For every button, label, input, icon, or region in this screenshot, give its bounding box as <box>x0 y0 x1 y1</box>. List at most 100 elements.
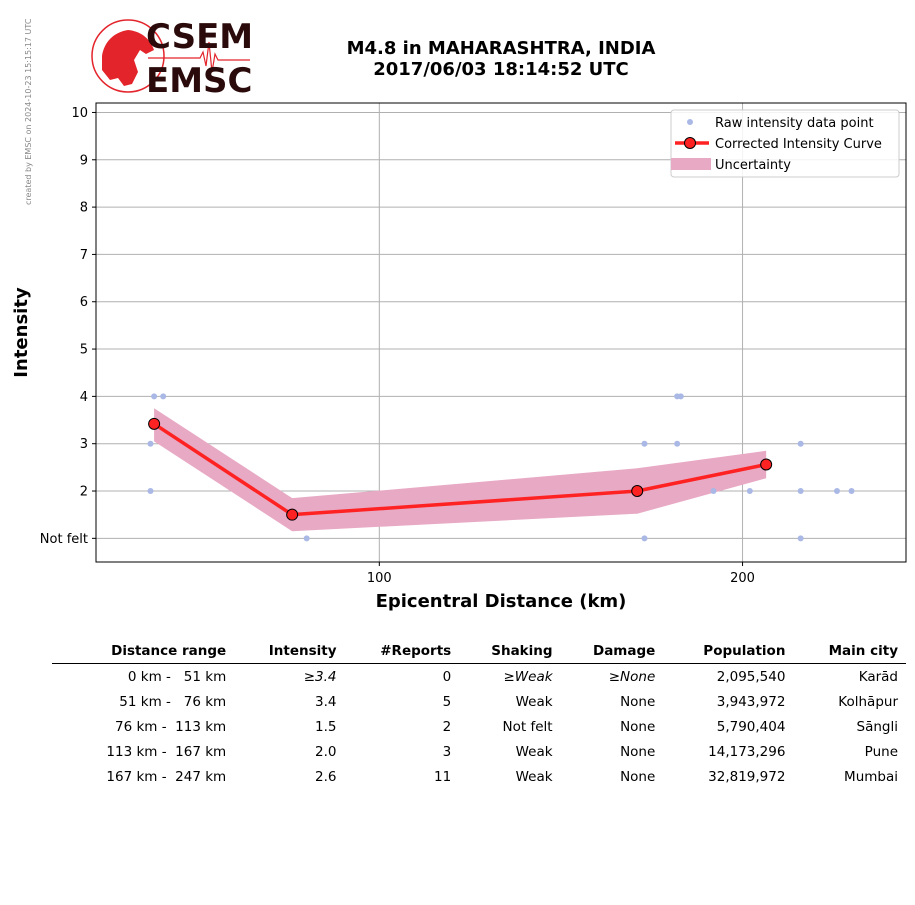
table-column-header: Damage <box>560 641 664 664</box>
x-tick-label: 200 <box>730 571 755 586</box>
raw-data-point <box>151 393 158 400</box>
damage-cell: None <box>620 768 656 785</box>
raw-data-point <box>303 535 310 542</box>
main-city-cell: Mumbai <box>844 768 898 785</box>
title-datetime: 2017/06/03 18:14:52 UTC <box>373 59 629 80</box>
title-event: M4.8 in MAHARASHTRA, INDIA <box>346 38 656 59</box>
legend-curve-marker-icon <box>684 137 696 149</box>
chart-legend: Raw intensity data point Corrected Intens… <box>670 109 900 178</box>
logo-text-emsc: EMSC <box>146 61 253 98</box>
reports-cell: 2 <box>442 718 452 735</box>
damage-cell: None <box>620 718 656 735</box>
reports-cell: 3 <box>442 743 452 760</box>
corrected-curve-marker <box>286 508 299 521</box>
population-cell: 5,790,404 <box>716 718 786 735</box>
shaking-cell: Weak <box>515 693 553 710</box>
table-column-header: #Reports <box>344 641 460 664</box>
intensity-cell: 1.5 <box>315 718 337 735</box>
intensity-cell: 2.0 <box>315 743 337 760</box>
reports-cell: 0 <box>442 668 452 685</box>
corrected-curve-marker <box>760 458 773 471</box>
logo-globe-icon <box>91 19 165 93</box>
reports-cell: 11 <box>434 768 452 785</box>
legend-entry-label: Corrected Intensity Curve <box>715 137 882 152</box>
raw-data-point <box>147 440 154 447</box>
legend-entry-label: Raw intensity data point <box>715 116 874 131</box>
logo-seismogram <box>148 41 250 73</box>
raw-data-point <box>147 488 154 495</box>
raw-data-point <box>746 488 753 495</box>
raw-data-point <box>160 393 167 400</box>
table-row: 167 km - 247 km 2.6 11 Weak None 32,819,972 Mu… <box>52 764 906 789</box>
y-tick-label: Not felt <box>40 532 88 547</box>
raw-data-point <box>833 488 840 495</box>
legend-box <box>670 109 900 178</box>
shaking-cell: ≥Weak <box>503 668 553 685</box>
y-tick-label: 2 <box>80 485 88 500</box>
corrected-curve-marker <box>148 417 161 430</box>
table-column-header: Intensity <box>234 641 345 664</box>
logo-map-shape <box>102 30 154 86</box>
raw-data-point <box>710 488 717 495</box>
shaking-cell: Weak <box>515 768 553 785</box>
distance-range-cell: 167 km - 247 km <box>106 768 227 785</box>
legend-raw-point-icon <box>687 119 693 125</box>
distance-range-cell: 51 km - 76 km <box>119 693 227 710</box>
raw-data-point <box>641 440 648 447</box>
table-row: 0 km - 51 km ≥3.4 0 ≥Weak ≥None 2,095,540 Karā… <box>52 664 906 690</box>
y-tick-label: 9 <box>80 153 88 168</box>
plot-frame <box>95 102 907 563</box>
y-tick-label: 8 <box>80 201 88 216</box>
corrected-curve-marker <box>631 485 644 498</box>
y-tick-label: 7 <box>80 248 88 263</box>
y-tick-label: 6 <box>80 295 88 310</box>
damage-cell: None <box>620 693 656 710</box>
population-cell: 14,173,296 <box>708 743 786 760</box>
uncertainty-band <box>154 408 767 532</box>
table-row: 51 km - 76 km 3.4 5 Weak None 3,943,972 Kolhāp… <box>52 689 906 714</box>
raw-data-point <box>797 440 804 447</box>
y-tick-label: 5 <box>80 343 88 358</box>
raw-data-point <box>641 535 648 542</box>
table-column-header: Population <box>663 641 794 664</box>
x-tick-label: 100 <box>367 571 392 586</box>
intensity-cell: 2.6 <box>315 768 337 785</box>
main-city-cell: Kolhāpur <box>838 693 898 710</box>
main-city-cell: Karād <box>858 668 898 685</box>
distance-range-cell: 113 km - 167 km <box>106 743 227 760</box>
shaking-cell: Weak <box>515 743 553 760</box>
population-cell: 2,095,540 <box>716 668 786 685</box>
main-city-cell: Sāngli <box>856 718 898 735</box>
distance-range-cell: 76 km - 113 km <box>115 718 227 735</box>
raw-data-point <box>797 488 804 495</box>
population-cell: 32,819,972 <box>708 768 786 785</box>
population-cell: 3,943,972 <box>716 693 786 710</box>
raw-data-point <box>797 535 804 542</box>
table-row: 113 km - 167 km 2.0 3 Weak None 14,173,296 Pun… <box>52 739 906 764</box>
table-header-row: Distance range Intensity #Reports Shaking Da… <box>52 641 906 664</box>
y-tick-label: 3 <box>80 437 88 452</box>
main-city-cell: Pune <box>864 743 898 760</box>
y-tick-label: 4 <box>80 390 88 405</box>
intensity-cell: ≥3.4 <box>303 668 337 685</box>
table-column-header: Main city <box>793 641 906 664</box>
logo-text-csem: CSEM <box>146 17 253 57</box>
shaking-cell: Not felt <box>502 718 553 735</box>
legend-entry-label: Uncertainty <box>715 158 791 173</box>
intensity-summary-table: Distance range Intensity #Reports Shaking Da… <box>52 641 906 789</box>
table-column-header: Shaking <box>459 641 561 664</box>
raw-data-point <box>674 440 681 447</box>
emsc-logo: CSEM EMSC <box>91 17 253 98</box>
intensity-chart: Not felt 2 3 4 5 6 7 8 9 10 100 200 Epicentral Dista… <box>11 102 907 612</box>
table-column-header: Distance range <box>52 641 235 664</box>
legend-uncertainty-icon <box>671 158 711 170</box>
reports-cell: 5 <box>442 693 452 710</box>
distance-range-cell: 0 km - 51 km <box>127 668 227 685</box>
raw-data-point <box>677 393 684 400</box>
intensity-cell: 3.4 <box>315 693 337 710</box>
y-tick-label: 10 <box>71 106 88 121</box>
chart-title: M4.8 in MAHARASHTRA, INDIA 2017/06/03 18… <box>300 38 702 80</box>
damage-cell: None <box>620 743 656 760</box>
y-axis-label: Intensity <box>11 287 32 378</box>
table-row: 76 km - 113 km 1.5 2 Not felt None 5,790,404 S… <box>52 714 906 739</box>
